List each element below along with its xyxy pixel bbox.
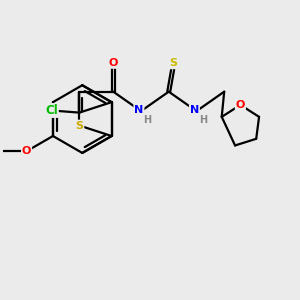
Text: N: N xyxy=(190,105,199,115)
Text: O: O xyxy=(22,146,31,156)
Text: S: S xyxy=(75,121,83,130)
Text: S: S xyxy=(170,58,178,68)
Text: H: H xyxy=(143,115,152,125)
Text: O: O xyxy=(236,100,245,110)
Text: Cl: Cl xyxy=(45,104,58,117)
Text: H: H xyxy=(199,115,207,125)
Text: O: O xyxy=(109,58,118,68)
Text: N: N xyxy=(134,105,144,115)
